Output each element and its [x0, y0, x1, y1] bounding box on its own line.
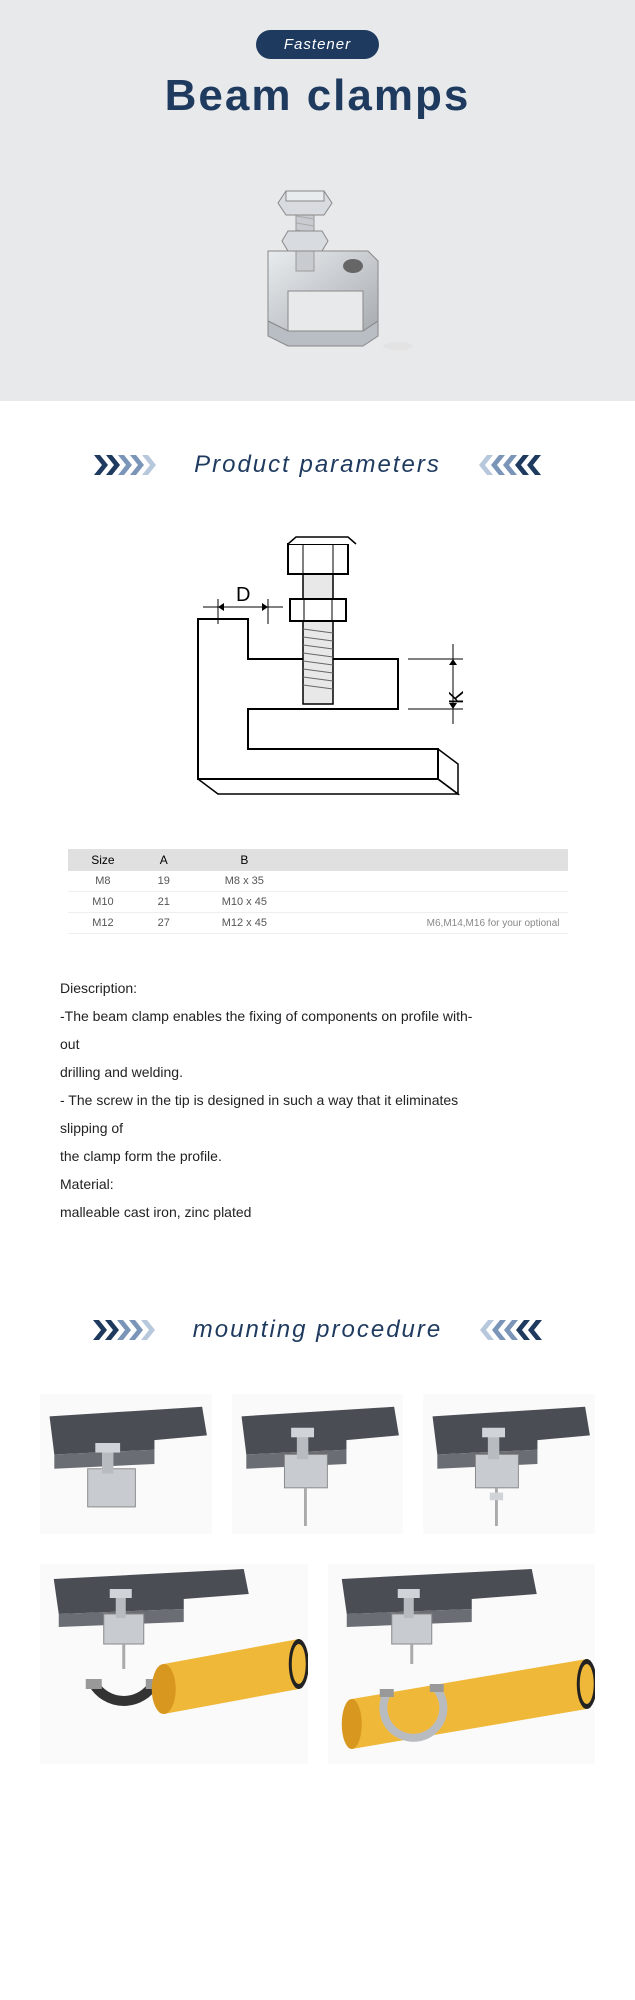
mounting-step-2	[232, 1394, 404, 1534]
chevron-left-icon	[472, 1320, 542, 1340]
chevron-right-icon	[93, 1320, 163, 1340]
mounting-steps	[0, 1374, 635, 1854]
dimension-k-label: K	[446, 690, 468, 704]
hero-section: Fastener Beam clamps	[0, 0, 635, 401]
product-image	[218, 161, 418, 361]
description-line: Material:	[60, 1170, 575, 1198]
description-line: malleable cast iron, zinc plated	[60, 1198, 575, 1226]
col-b: B	[189, 849, 299, 871]
description-line: - The screw in the tip is designed in su…	[60, 1086, 575, 1114]
description-line: drilling and welding.	[60, 1058, 575, 1086]
mounting-step-1	[40, 1394, 212, 1534]
description-line: slipping of	[60, 1114, 575, 1142]
mounting-step-3	[423, 1394, 595, 1534]
table-row: M1021M10 x 45	[68, 892, 568, 913]
parameters-table: Size A B M819M8 x 35M1021M10 x 45M1227M1…	[68, 849, 568, 934]
mounting-step-4	[40, 1564, 308, 1764]
section-title: Product parameters	[194, 451, 441, 479]
chevron-left-icon	[471, 455, 541, 475]
dimension-d-label: D	[236, 584, 250, 606]
parameters-header: Product parameters	[0, 401, 635, 509]
description-block: Diescription: -The beam clamp enables th…	[0, 954, 635, 1266]
description-line: -The beam clamp enables the fixing of co…	[60, 1002, 575, 1030]
category-badge: Fastener	[256, 30, 379, 59]
mounting-row-2	[40, 1564, 595, 1764]
description-line: out	[60, 1030, 575, 1058]
page-title: Beam clamps	[0, 71, 635, 121]
chevron-right-icon	[94, 455, 164, 475]
technical-diagram: D K	[118, 529, 518, 809]
table-row: M1227M12 x 45M6,M14,M16 for your optiona…	[68, 913, 568, 934]
table-header-row: Size A B	[68, 849, 568, 871]
table-row: M819M8 x 35	[68, 871, 568, 892]
description-line: the clamp form the profile.	[60, 1142, 575, 1170]
mounting-step-5	[328, 1564, 596, 1764]
col-a: A	[138, 849, 189, 871]
description-label: Diescription:	[60, 974, 575, 1002]
col-size: Size	[68, 849, 139, 871]
section-title: mounting procedure	[193, 1316, 442, 1344]
mounting-row-1	[40, 1394, 595, 1534]
mounting-header: mounting procedure	[0, 1266, 635, 1374]
